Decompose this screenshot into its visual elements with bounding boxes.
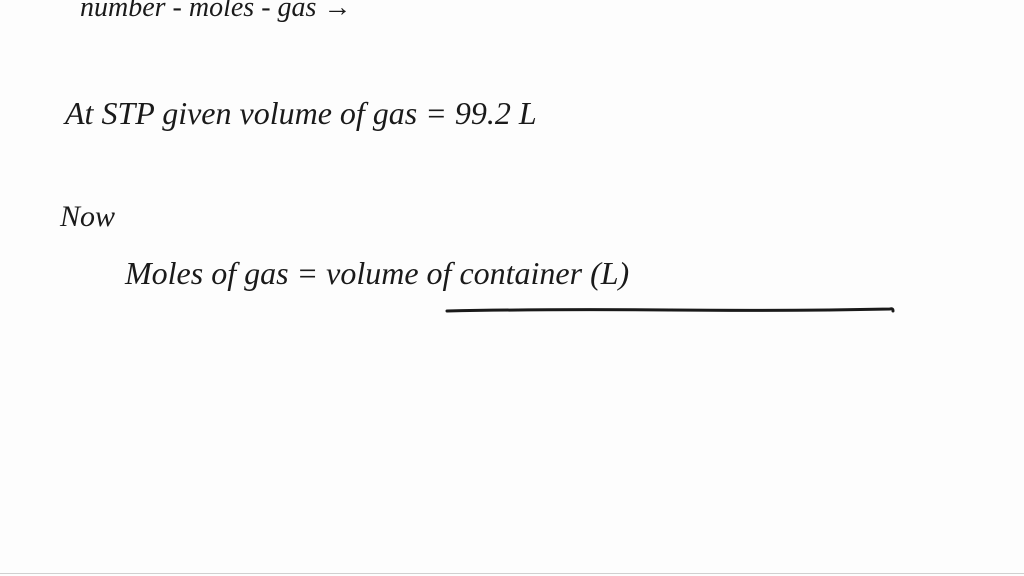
text-line-1: number - moles - gas → <box>80 0 351 24</box>
text-line-3: Now <box>60 200 115 234</box>
fraction-underline <box>445 302 895 310</box>
text-line-4: Moles of gas = volume of container (L) <box>125 255 629 292</box>
bottom-border <box>0 573 1024 574</box>
text-line-2: At STP given volume of gas = 99.2 L <box>65 95 537 132</box>
